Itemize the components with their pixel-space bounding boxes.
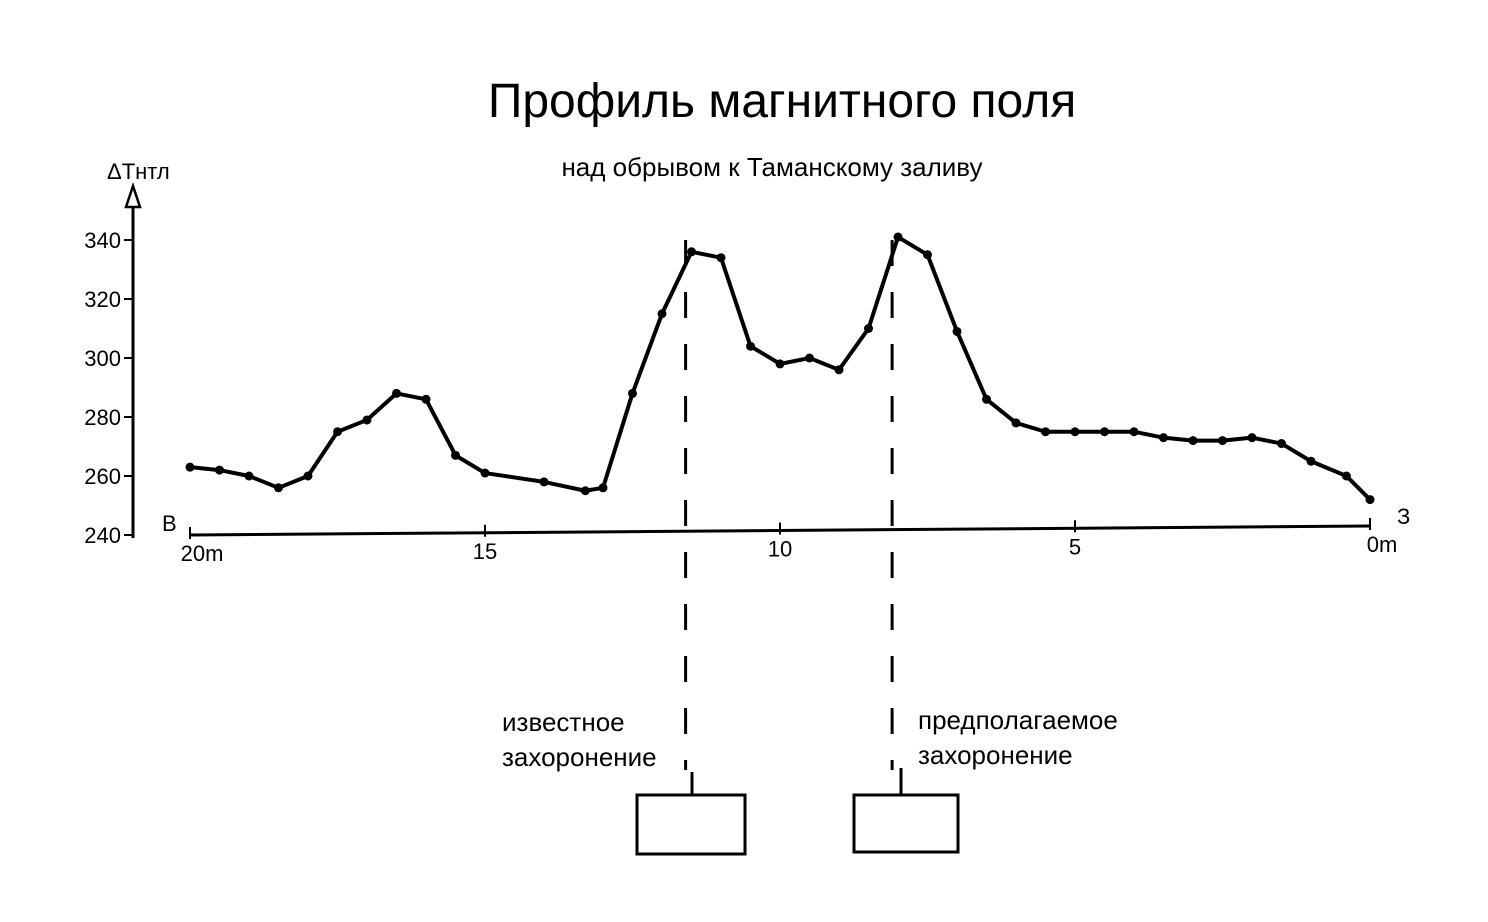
data-point (775, 359, 785, 369)
x-tick-label: 5 (1069, 534, 1081, 559)
data-point (1011, 418, 1021, 428)
data-point (834, 365, 844, 375)
data-point (1277, 439, 1286, 449)
data-point (1041, 427, 1050, 437)
data-point (539, 477, 549, 487)
data-point (1306, 456, 1316, 466)
series-line (189, 235, 1372, 502)
y-axis-arrow-icon (124, 182, 142, 209)
y-tick-label: 260 (84, 464, 121, 489)
data-point (1159, 433, 1168, 443)
assumed-burial-box (852, 793, 960, 854)
data-point (893, 232, 903, 242)
data-point (923, 250, 932, 260)
marker-label: известное (502, 707, 625, 737)
data-point (1218, 436, 1227, 446)
data-point (362, 415, 372, 425)
x-axis-right-label: З (1397, 504, 1410, 529)
y-tick-label: 240 (84, 523, 121, 548)
data-point (1247, 433, 1257, 443)
data-point (392, 388, 401, 398)
x-tick-label: 20m (181, 541, 224, 566)
data-point (580, 486, 590, 496)
chart-subtitle: над обрывом к Таманскому заливу (561, 152, 982, 182)
data-point (451, 450, 460, 460)
data-point (657, 309, 667, 319)
data-point (598, 483, 608, 493)
y-tick-label: 320 (84, 287, 121, 312)
data-point (1070, 427, 1080, 437)
marker-label: захоронение (918, 740, 1073, 770)
y-tick-label: 280 (84, 405, 121, 430)
data-point (805, 353, 814, 363)
data-point (716, 253, 726, 263)
data-point (628, 388, 637, 398)
data-point (1341, 471, 1351, 481)
data-point (687, 247, 696, 257)
chart-title: Профиль магнитного поля (488, 75, 1076, 128)
x-tick-label: 15 (473, 539, 497, 564)
data-point (274, 483, 283, 493)
data-point (952, 326, 962, 336)
data-point (864, 324, 873, 333)
data-point (303, 471, 313, 481)
data-point (244, 471, 254, 481)
x-tick-label: 10 (768, 537, 792, 562)
x-tick-label: 0m (1367, 532, 1398, 557)
data-point (185, 462, 195, 472)
data-point (982, 394, 991, 404)
x-axis-left-label: В (162, 511, 177, 536)
data-point (480, 468, 490, 478)
data-point (1129, 427, 1139, 437)
known-burial-box (635, 793, 747, 856)
y-tick-label: 300 (84, 346, 121, 371)
data-point (1100, 427, 1109, 437)
data-point (1188, 436, 1198, 446)
data-point (421, 394, 431, 404)
marker-label: предполагаемое (918, 705, 1118, 735)
data-point (746, 341, 755, 351)
data-point (1365, 495, 1375, 505)
marker-label: захоронение (502, 742, 657, 772)
data-point (333, 427, 342, 437)
y-tick-label: 340 (84, 228, 121, 253)
data-point (215, 465, 224, 475)
y-axis-label: ΔТнтл (107, 159, 170, 184)
